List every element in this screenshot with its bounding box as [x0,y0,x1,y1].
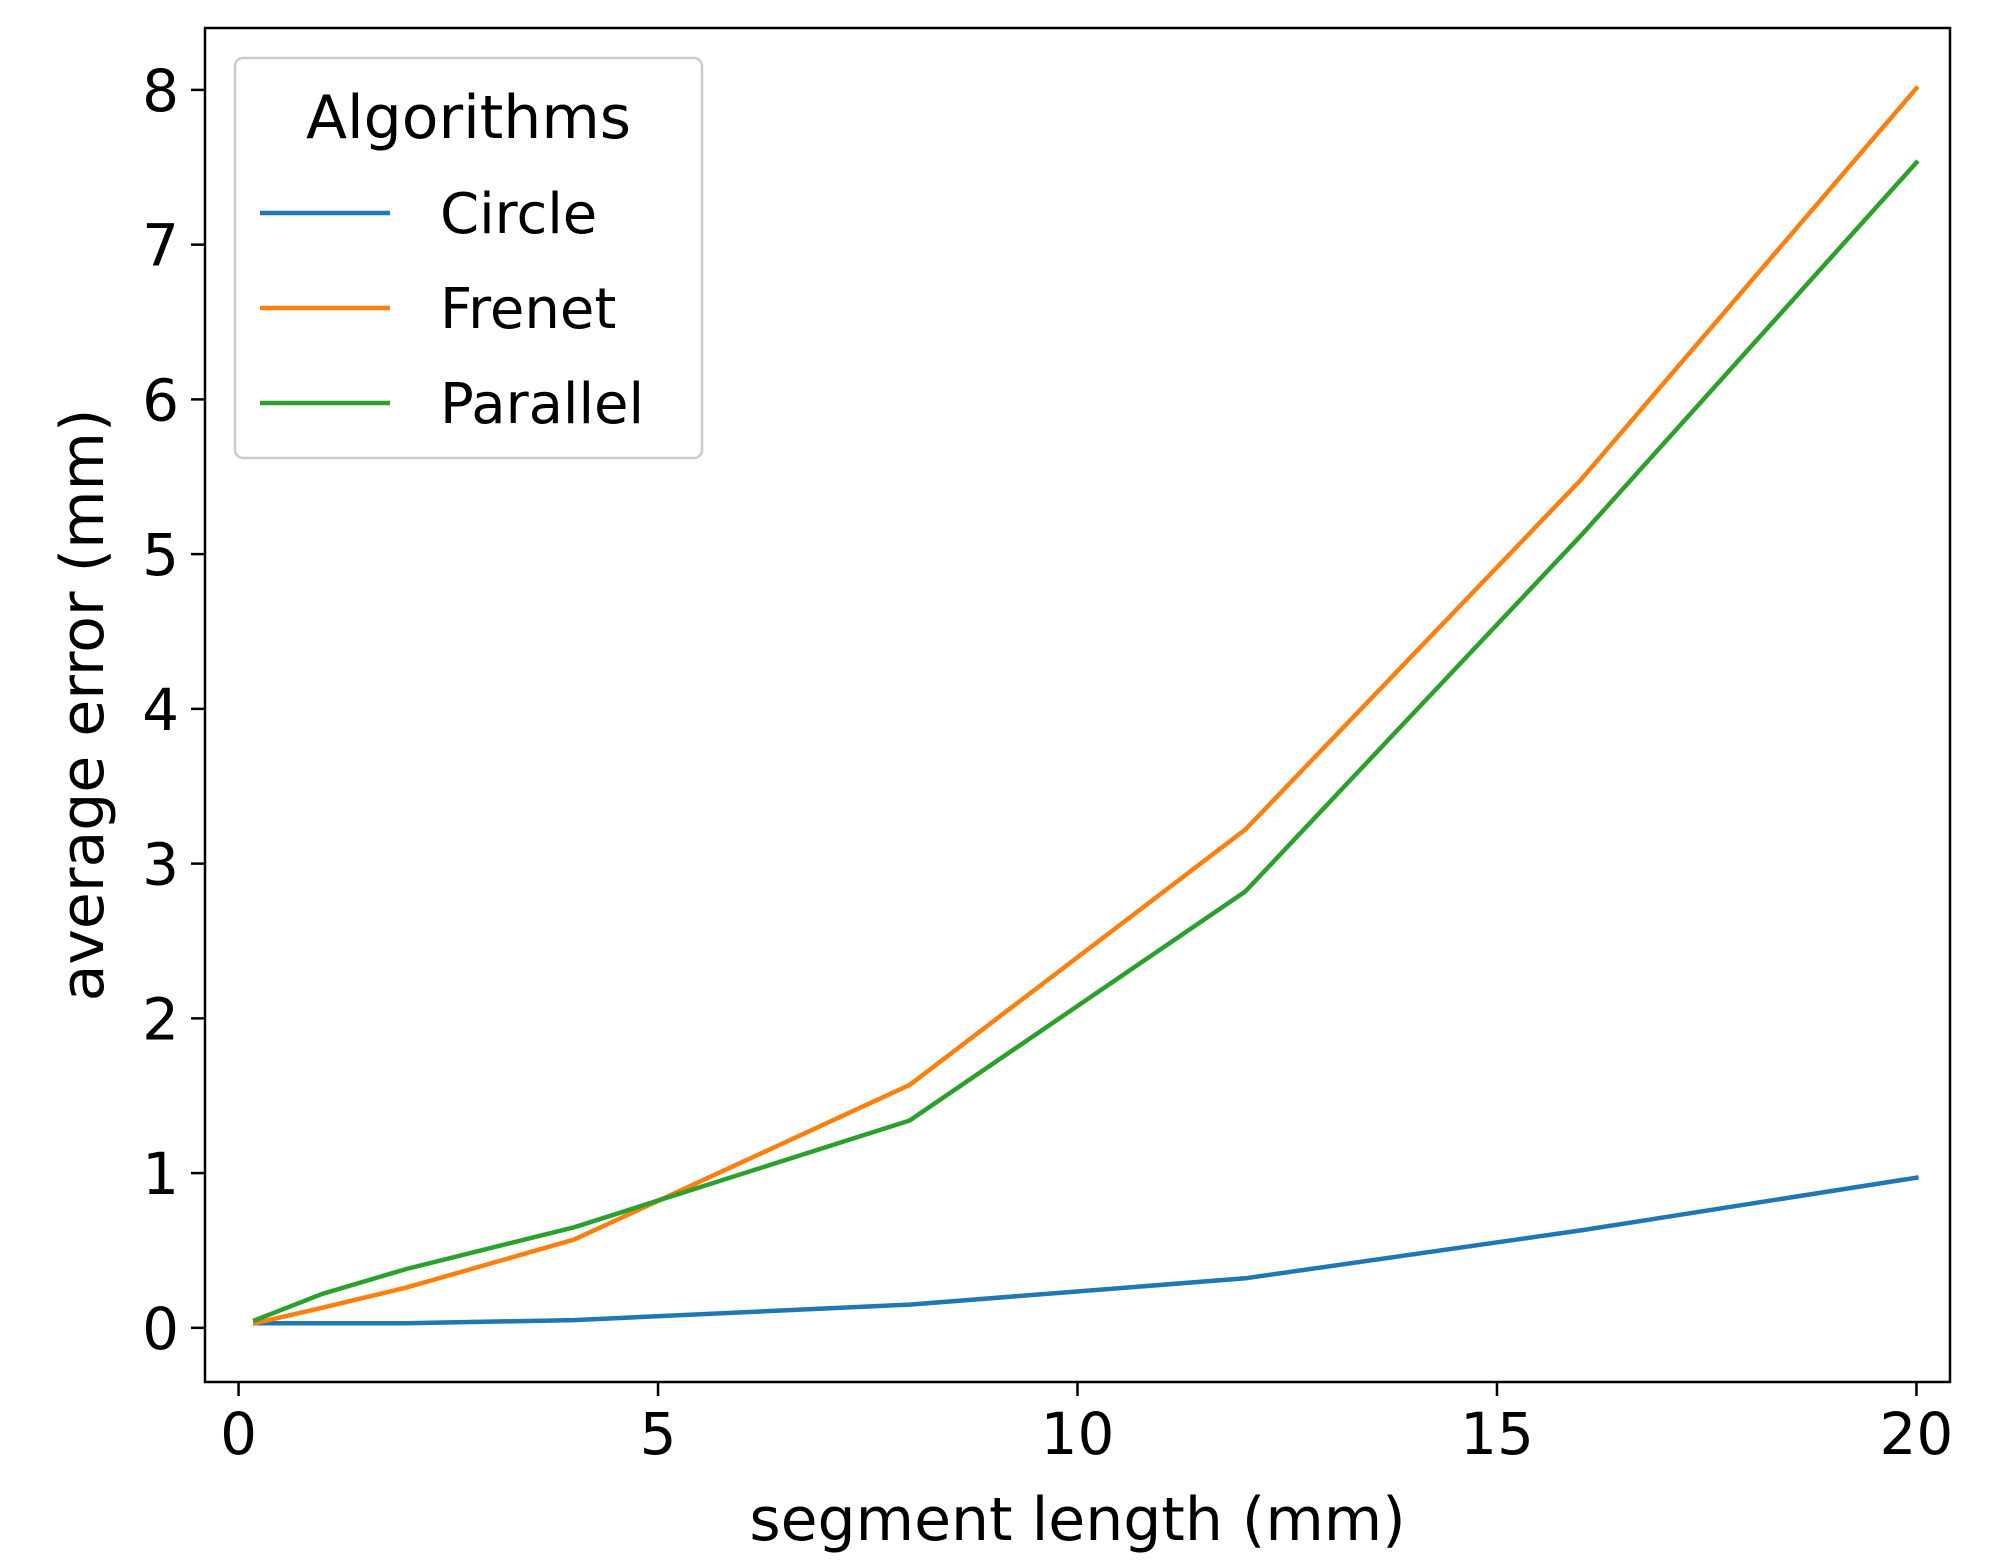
x-tick-label: 0 [220,1400,257,1468]
plot-layer [252,85,1920,1326]
series-line-frenet [252,85,1920,1326]
legend-title: Algorithms [306,83,631,153]
y-tick-label: 1 [142,1140,179,1208]
series-line-parallel [252,159,1920,1324]
x-axis-label: segment length (mm) [749,1485,1405,1555]
y-tick-label: 0 [142,1295,179,1363]
y-tick-label: 6 [142,366,179,434]
x-tick-label: 20 [1880,1400,1954,1468]
y-tick-label: 2 [142,985,179,1053]
y-tick-label: 3 [142,831,179,899]
ticks-layer: 0 5 10 15 20 0 1 2 3 4 5 6 7 8 [142,57,1953,1468]
x-tick-label: 10 [1041,1400,1115,1468]
legend: Algorithms Circle Frenet Parallel [233,56,704,460]
legend-items: Circle Frenet Parallel [260,182,644,437]
y-axis-label: average error (mm) [48,409,118,1002]
x-tick-label: 5 [640,1400,677,1468]
legend-box [233,56,704,460]
legend-label-frenet: Frenet [440,277,616,342]
legend-label-parallel: Parallel [440,372,644,437]
y-tick-label: 5 [142,521,179,589]
y-tick-label: 8 [142,57,179,125]
legend-label-circle: Circle [440,182,597,247]
y-tick-label: 4 [142,676,179,744]
series-line-circle [253,1175,1919,1326]
y-tick-label: 7 [142,212,179,280]
x-tick-label: 15 [1460,1400,1534,1468]
